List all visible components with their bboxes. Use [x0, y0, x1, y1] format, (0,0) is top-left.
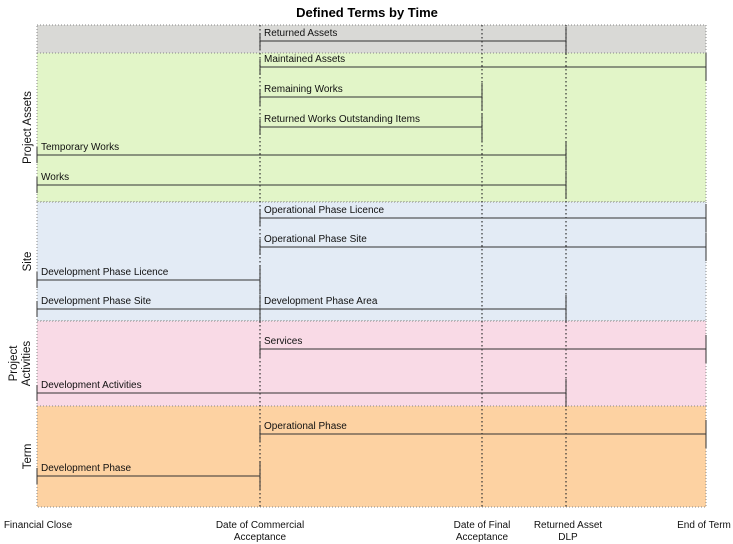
band-frame-activities	[36, 320, 707, 407]
term-services: Services	[259, 335, 707, 363]
term-label: Returned Assets	[264, 28, 337, 39]
term-label: Development Phase Site	[41, 296, 152, 307]
milestone-label-line: Date of Final	[454, 520, 511, 531]
band-label-assets: Project Assets	[22, 91, 34, 164]
milestone-label-eot: End of Term	[677, 520, 731, 531]
band-label-line: Project Assets	[22, 91, 34, 164]
diagram-title: Defined Terms by Time	[296, 5, 438, 20]
band-label-line: Site	[22, 252, 34, 272]
term-label: Returned Works Outstanding Items	[264, 114, 420, 125]
band-activities	[37, 321, 706, 406]
band-label-site: Site	[22, 252, 34, 272]
term-remaining-works: Remaining Works	[259, 83, 483, 111]
term-operational-phase-site: Operational Phase Site	[259, 233, 707, 261]
term-development-phase-area: Development Phase Area	[259, 295, 567, 323]
band-returned	[37, 25, 706, 53]
term-returned-works-outstanding-items: Returned Works Outstanding Items	[259, 113, 483, 141]
milestone-label-line: Date of Commercial	[216, 520, 304, 531]
term-label: Services	[264, 336, 302, 347]
band-label-line: Project	[8, 345, 20, 382]
term-label: Development Activities	[41, 380, 142, 391]
band-label-line: Activities	[21, 341, 33, 387]
term-label: Development Phase Area	[264, 296, 378, 307]
milestone-label-line: Acceptance	[456, 532, 509, 543]
band-label-line: Term	[22, 444, 34, 470]
band-label-activities: Project Activities	[8, 341, 33, 387]
term-development-phase: Development Phase	[36, 462, 261, 490]
term-maintained-assets: Maintained Assets	[259, 53, 707, 81]
bands-layer: Project Assets Site Project Activities Term	[8, 24, 707, 508]
term-temporary-works: Temporary Works	[36, 141, 567, 169]
milestone-label-fc: Financial Close	[4, 520, 73, 531]
term-label: Development Phase	[41, 463, 131, 474]
band-frame-returned	[36, 24, 707, 54]
milestone-label-line: Financial Close	[4, 520, 73, 531]
band-site	[37, 202, 706, 321]
milestone-label-line: Acceptance	[234, 532, 287, 543]
term-label: Operational Phase Licence	[264, 205, 385, 216]
term-returned-assets: Returned Assets	[259, 27, 567, 55]
band-label-term: Term	[22, 444, 34, 470]
term-label: Operational Phase	[264, 421, 347, 432]
term-label: Works	[41, 172, 69, 183]
term-works: Works	[36, 171, 567, 199]
term-development-activities: Development Activities	[36, 379, 567, 407]
band-frame-term	[36, 405, 707, 508]
term-label: Development Phase Licence	[41, 267, 169, 278]
milestone-label-line: End of Term	[677, 520, 731, 531]
terms-layer: Returned Assets Maintained Assets Remainin…	[36, 27, 707, 490]
band-term	[37, 406, 706, 507]
term-label: Remaining Works	[264, 84, 343, 95]
term-operational-phase: Operational Phase	[259, 420, 707, 448]
milestone-label-line: DLP	[558, 532, 578, 543]
term-label: Operational Phase Site	[264, 234, 367, 245]
term-label: Maintained Assets	[264, 54, 345, 65]
term-development-phase-licence: Development Phase Licence	[36, 266, 261, 294]
term-label: Temporary Works	[41, 142, 119, 153]
term-operational-phase-licence: Operational Phase Licence	[259, 204, 707, 232]
milestone-label-line: Returned Asset	[534, 520, 603, 531]
milestone-axis-layer: Financial Close Date of CommercialAccepta…	[4, 520, 731, 543]
